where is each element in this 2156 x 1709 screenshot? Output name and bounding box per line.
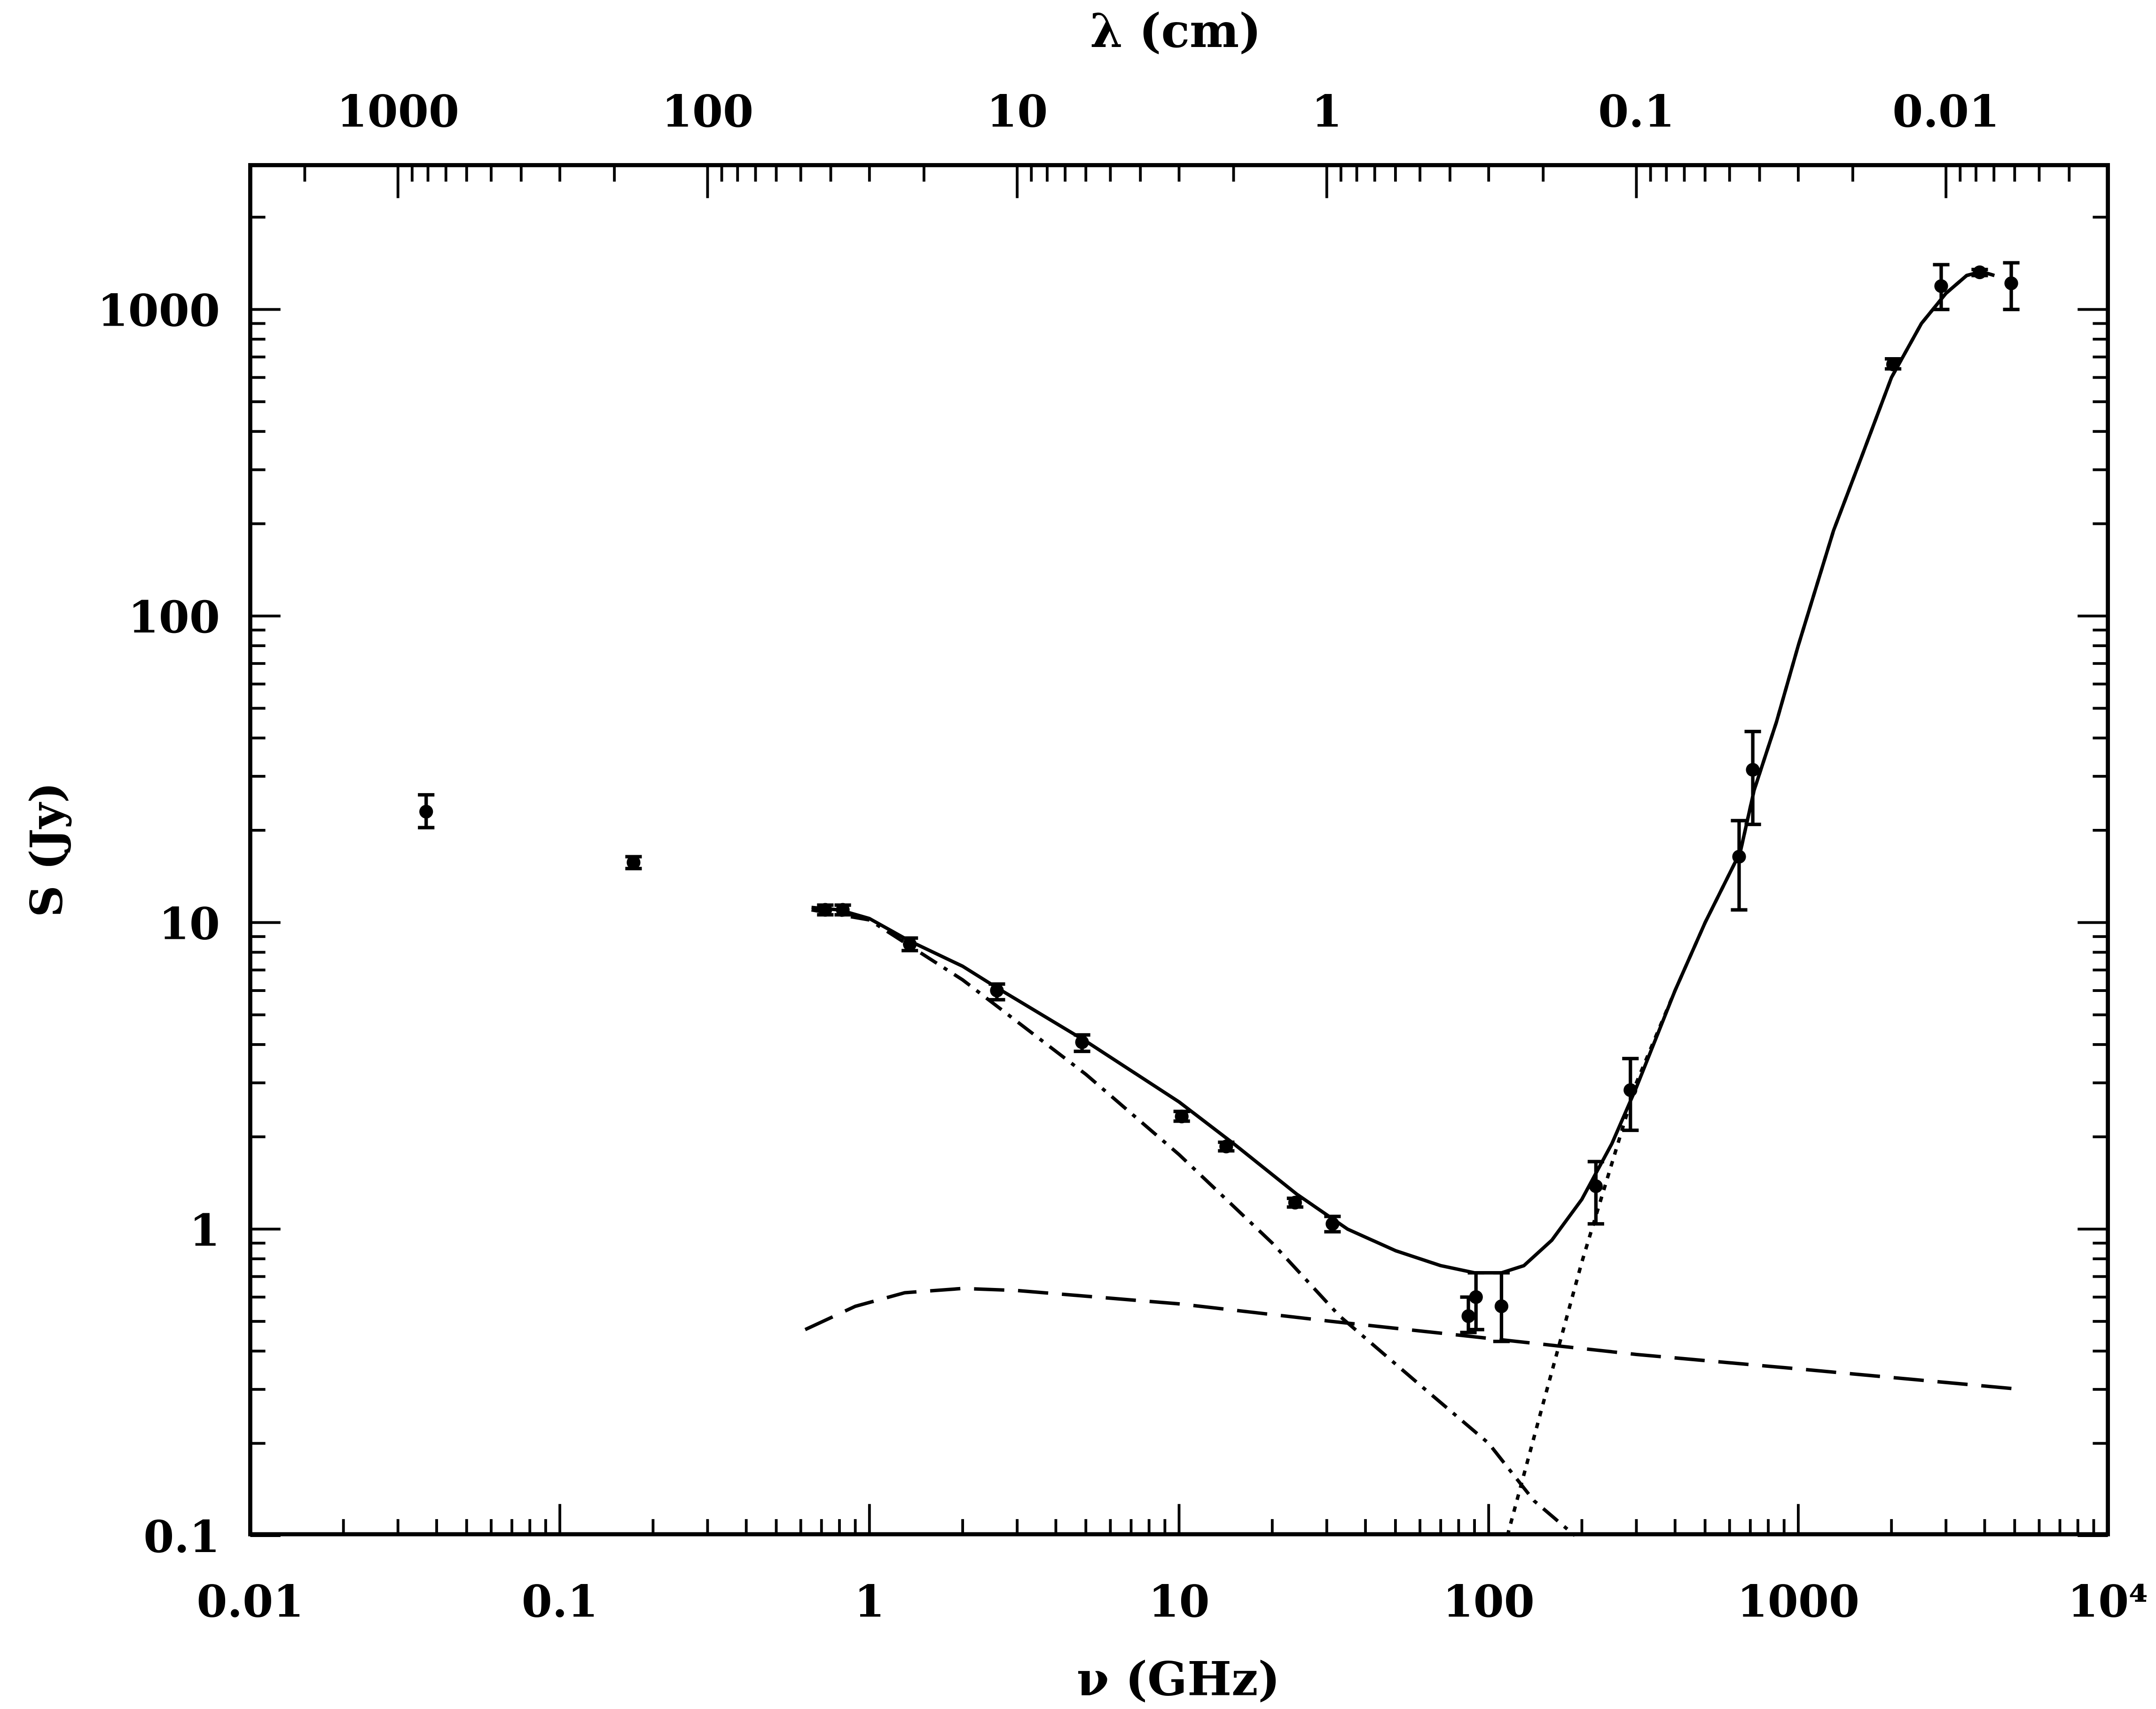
top-tick-label: 1 [1311, 86, 1342, 138]
y-tick-label: 0.1 [143, 1511, 220, 1563]
data-point [1934, 279, 1948, 293]
top-tick-label: 100 [662, 86, 753, 138]
y-tick-label: 10 [159, 898, 220, 950]
data-point [1325, 1217, 1340, 1231]
axis-ticks [249, 165, 2109, 1537]
x-tick-label: 100 [1443, 1576, 1535, 1628]
curve-solid [811, 270, 1995, 1275]
curve-dotted [1505, 270, 1995, 1536]
data-point [1469, 1290, 1483, 1304]
data-point [1589, 1179, 1603, 1194]
x-tick-label: 10⁴ [2068, 1576, 2148, 1628]
data-point [1973, 265, 1987, 280]
y-tick-label: 100 [128, 592, 220, 643]
data-point [1461, 1309, 1475, 1323]
top-tick-label: 10 [987, 86, 1048, 138]
data-point [1288, 1195, 1302, 1210]
x-tick-label: 1000 [1737, 1576, 1860, 1628]
y-tick-label: 1000 [98, 285, 220, 337]
data-point [627, 855, 641, 870]
top-tick-label: 0.1 [1598, 86, 1675, 138]
data-point [1175, 1109, 1189, 1124]
data-point [1886, 357, 1900, 372]
data-point [1623, 1083, 1638, 1097]
y-tick-label: 1 [189, 1205, 220, 1256]
data-point [990, 983, 1004, 998]
data-point [1494, 1299, 1509, 1313]
top-tick-label: 0.01 [1892, 86, 1999, 138]
data-point [818, 903, 832, 917]
data-point [2004, 276, 2018, 290]
x-tick-label: 10 [1148, 1576, 1209, 1628]
x-tick-label: 0.1 [522, 1576, 598, 1628]
data-point [419, 804, 433, 819]
data-point [1732, 850, 1746, 864]
data-point [903, 937, 917, 951]
data-point [1746, 763, 1760, 777]
data-point [1075, 1035, 1089, 1049]
data-point [836, 903, 850, 917]
data-points [418, 261, 2020, 1343]
x-tick-label: 1 [854, 1576, 885, 1628]
model-curves [804, 270, 2022, 1537]
x-tick-label: 0.01 [196, 1576, 304, 1628]
top-axis-label: λ (cm) [1090, 4, 1261, 58]
data-point [1219, 1139, 1233, 1154]
curve-dashed [804, 1287, 2022, 1391]
y-axis-label: S (Jy) [21, 782, 73, 917]
x-axis-label: ν (GHz) [1076, 1652, 1280, 1706]
top-tick-label: 1000 [337, 86, 459, 138]
plot-frame [248, 163, 2110, 1537]
curve-dash-dot [811, 908, 1576, 1537]
